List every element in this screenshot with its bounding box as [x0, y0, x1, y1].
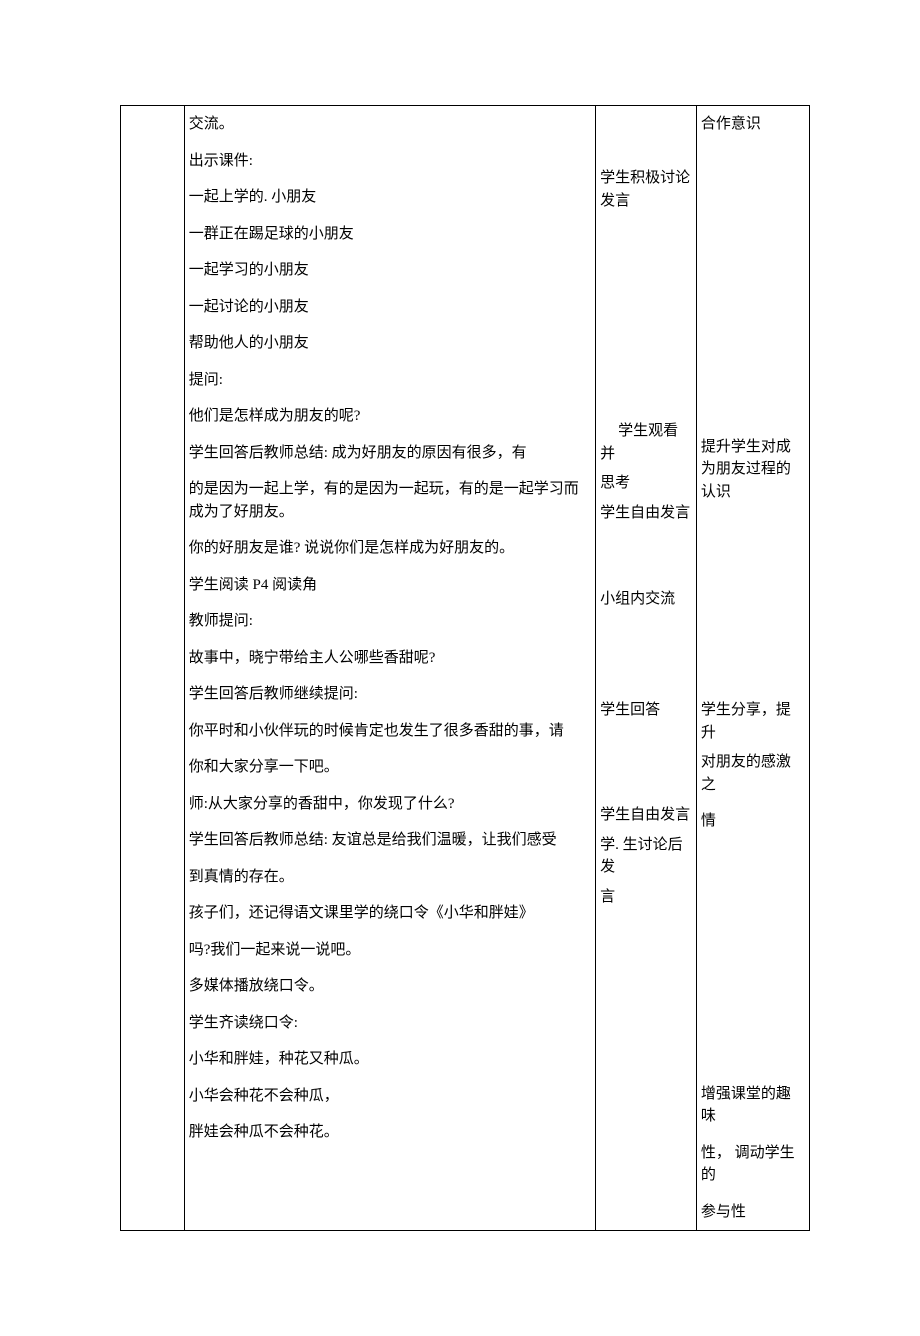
text-line: 小华会种花不会种瓜，	[189, 1078, 591, 1115]
text-line: 学生回答	[600, 692, 692, 729]
text-line: 小华和胖娃，种花又种瓜。	[189, 1041, 591, 1078]
text-line: 你和大家分享一下吧。	[189, 749, 591, 786]
text-line: 小组内交流	[600, 581, 692, 618]
text-line: 参与性	[701, 1194, 805, 1231]
text-line: 言	[600, 886, 692, 916]
text-line: 合作意识	[701, 106, 805, 143]
text-line: 思考	[600, 472, 692, 502]
spacer	[600, 728, 692, 797]
text-line: 教师提问:	[189, 603, 591, 640]
text-line: 学生自由发言	[600, 797, 692, 834]
cell-col3: 学生积极讨论发言 学生观看并 思考 学生自由发言 小组内交流 学生回答 学生自由…	[596, 106, 697, 1231]
text-line: 学生自由发言	[600, 502, 692, 532]
spacer	[600, 531, 692, 581]
lesson-plan-table: 交流。 出示课件: 一起上学的. 小朋友 一群正在踢足球的小朋友 一起学习的小朋…	[120, 105, 810, 1231]
text-line: 学生回答后教师总结: 友谊总是给我们温暖，让我们感受	[189, 822, 591, 859]
text-line: 交流。	[189, 106, 591, 143]
text-line: 学生齐读绕口令:	[189, 1005, 591, 1042]
text-line: 帮助他人的小朋友	[189, 325, 591, 362]
spacer	[600, 618, 692, 692]
text-line: 他们是怎样成为朋友的呢?	[189, 398, 591, 435]
text-line: 一起学习的小朋友	[189, 252, 591, 289]
text-line: 情	[701, 803, 805, 840]
text-line: 学生回答后教师继续提问:	[189, 676, 591, 713]
page: 交流。 出示课件: 一起上学的. 小朋友 一群正在踢足球的小朋友 一起学习的小朋…	[0, 0, 920, 1336]
text-line: 对朋友的感激之	[701, 751, 805, 803]
text-line: 一起上学的. 小朋友	[189, 179, 591, 216]
text-line: 故事中，晓宁带给主人公哪些香甜呢?	[189, 640, 591, 677]
text-line: 出示课件:	[189, 143, 591, 180]
text-line: 学生回答后教师总结: 成为好朋友的原因有很多，有	[189, 435, 591, 472]
text-line: 学生分享，提升	[701, 692, 805, 751]
text-line: 学. 生讨论后发	[600, 834, 692, 886]
spacer	[600, 219, 692, 413]
spacer	[701, 143, 805, 429]
text-line: 孩子们，还记得语文课里学的绕口令《小华和胖娃》	[189, 895, 591, 932]
text-line: 你的好朋友是谁? 说说你们是怎样成为好朋友的。	[189, 530, 591, 567]
text-line: 增强课堂的趣味	[701, 1076, 805, 1135]
cell-col2: 交流。 出示课件: 一起上学的. 小朋友 一群正在踢足球的小朋友 一起学习的小朋…	[184, 106, 595, 1231]
text-line: 多媒体播放绕口令。	[189, 968, 591, 1005]
spacer	[701, 510, 805, 692]
spacer	[600, 106, 692, 160]
text-line: 到真情的存在。	[189, 859, 591, 896]
text-line: 提升学生对成为朋友过程的认识	[701, 429, 805, 511]
text-line: 学生积极讨论发言	[600, 160, 692, 219]
text-line: 师:从大家分享的香甜中，你发现了什么?	[189, 786, 591, 823]
cell-col4: 合作意识 提升学生对成为朋友过程的认识 学生分享，提升 对朋友的感激之 情 增强…	[696, 106, 809, 1231]
table-row: 交流。 出示课件: 一起上学的. 小朋友 一群正在踢足球的小朋友 一起学习的小朋…	[121, 106, 810, 1231]
text-line: 提问:	[189, 362, 591, 399]
text-line: 性， 调动学生的	[701, 1135, 805, 1194]
cell-col1	[121, 106, 185, 1231]
spacer	[701, 840, 805, 1076]
text-line: 学生观看并	[600, 413, 692, 472]
text-line: 一起讨论的小朋友	[189, 289, 591, 326]
text-line: 吗?我们一起来说一说吧。	[189, 932, 591, 969]
text-line: 你平时和小伙伴玩的时候肯定也发生了很多香甜的事，请	[189, 713, 591, 750]
text-line: 一群正在踢足球的小朋友	[189, 216, 591, 253]
text-line: 胖娃会种瓜不会种花。	[189, 1114, 591, 1144]
text-line: 学生阅读 P4 阅读角	[189, 567, 591, 604]
text-line: 的是因为一起上学，有的是因为一起玩，有的是一起学习而成为了好朋友。	[189, 471, 591, 530]
